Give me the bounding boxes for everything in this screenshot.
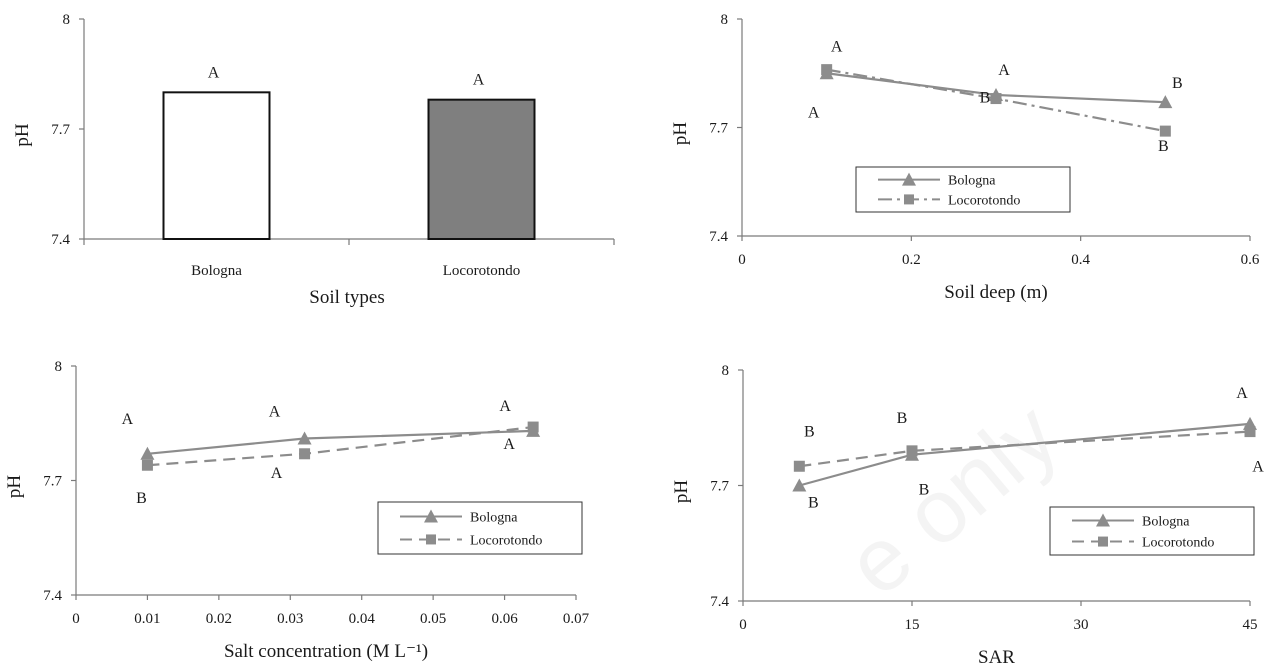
y-tick-label: 7.4: [43, 588, 62, 604]
legend: Bologna Locorotondo: [1049, 506, 1255, 556]
legend-label: Locorotondo: [948, 193, 1020, 208]
data-point-locorotondo: [299, 448, 311, 460]
legend-label: Bologna: [1142, 514, 1190, 529]
legend-label: Bologna: [470, 511, 518, 526]
bar-locorotondo: [427, 98, 536, 240]
significance-letter: B: [1158, 138, 1169, 155]
legend-label: Bologna: [948, 174, 996, 189]
x-tick-label: 0.03: [277, 611, 303, 627]
legend-marker-locorotondo: [1098, 536, 1108, 547]
legend: Bologna Locorotondo: [377, 501, 583, 555]
data-point-locorotondo: [821, 64, 833, 76]
legend-box: [855, 166, 1071, 213]
x-tick-label: 0.6: [1241, 252, 1260, 268]
legend-marker-bologna: [902, 172, 916, 186]
data-point-locorotondo: [527, 421, 539, 433]
x-tick-label: 0.05: [420, 611, 446, 627]
significance-letter: A: [122, 411, 134, 428]
x-axis-title: Salt concentration (M L⁻¹): [224, 641, 428, 662]
legend-marker-locorotondo: [426, 534, 436, 545]
y-tick-label: 7.7: [51, 122, 70, 138]
data-point-locorotondo: [793, 460, 805, 472]
y-tick-label: 7.4: [51, 232, 70, 248]
legend-label: Locorotondo: [470, 533, 542, 548]
data-point-bologna: [297, 431, 312, 445]
y-axis-title: pH: [671, 480, 692, 504]
significance-letter: B: [808, 495, 819, 512]
data-point-locorotondo: [1244, 426, 1256, 438]
y-axis-title: pH: [12, 123, 33, 147]
y-tick-label: 7.4: [709, 229, 728, 245]
y-tick-label: 7.7: [710, 479, 729, 495]
significance-letter: B: [897, 410, 908, 427]
x-axis-title: Soil deep (m): [944, 282, 1047, 303]
x-tick-label: 0: [738, 252, 746, 268]
significance-letter: B: [804, 423, 815, 440]
significance-letter: A: [271, 465, 283, 482]
chart-sar: 7.4 7.7 8 pH 0 15 30 45 SAR B B A B B A Bologna Locoroto…: [671, 363, 1264, 668]
legend-marker-locorotondo: [904, 194, 914, 205]
x-tick-label: 0: [72, 611, 80, 627]
x-tick-label: 30: [1074, 617, 1089, 633]
significance-letter: A: [269, 404, 281, 421]
significance-letter: B: [136, 490, 147, 507]
x-category-label: Bologna: [191, 263, 242, 279]
chart-soil-types: 7.4 7.7 8 pH A Bologna A Locorotondo Soil types: [12, 12, 615, 308]
significance-letter: A: [499, 398, 511, 415]
data-point-bologna: [792, 478, 807, 492]
chart-salt-concentration: 7.4 7.7 8 pH 0 0.01 0.02 0.03 0.04 0.05 0.06 0.07 Sa…: [4, 359, 590, 662]
legend-marker-bologna: [1096, 513, 1110, 527]
y-axis-title: pH: [670, 122, 691, 146]
legend: Bologna Locorotondo: [855, 166, 1071, 213]
y-axis-title: pH: [4, 475, 25, 499]
x-tick-label: 15: [905, 617, 920, 633]
x-tick-label: 0.04: [349, 611, 376, 627]
x-axis-title: SAR: [978, 647, 1015, 668]
data-point-locorotondo: [141, 459, 153, 471]
significance-letter: A: [208, 64, 220, 81]
legend-label: Locorotondo: [1142, 536, 1214, 551]
data-point-bologna: [1158, 95, 1173, 109]
legend-box: [377, 501, 583, 555]
significance-letter: B: [1172, 75, 1183, 92]
y-tick-label: 7.7: [43, 474, 62, 490]
y-tick-label: 8: [55, 359, 63, 375]
data-point-locorotondo: [990, 93, 1002, 105]
significance-letter: A: [503, 436, 515, 453]
series-line-locorotondo: [147, 425, 534, 467]
watermark: e only: [829, 384, 1077, 615]
y-tick-label: 7.4: [710, 594, 729, 610]
significance-letter: A: [473, 72, 485, 89]
significance-letter: B: [919, 482, 930, 499]
significance-letter: B: [980, 90, 991, 107]
data-point-bologna: [140, 446, 155, 460]
x-tick-label: 45: [1243, 617, 1258, 633]
x-tick-label: 0: [739, 617, 747, 633]
x-tick-label: 0.07: [563, 611, 590, 627]
x-tick-label: 0.02: [206, 611, 232, 627]
legend-box: [1049, 506, 1255, 556]
x-tick-label: 0.06: [491, 611, 518, 627]
x-tick-label: 0.01: [134, 611, 160, 627]
data-point-locorotondo: [906, 445, 918, 457]
y-tick-label: 7.7: [709, 121, 728, 137]
x-axis-title: Soil types: [309, 287, 384, 308]
x-category-label: Locorotondo: [443, 263, 520, 279]
significance-letter: A: [1236, 385, 1248, 402]
x-tick-label: 0.4: [1071, 252, 1090, 268]
y-tick-label: 8: [721, 12, 729, 28]
data-point-locorotondo: [1159, 125, 1171, 137]
significance-letter: A: [998, 62, 1010, 79]
legend-marker-bologna: [424, 509, 438, 523]
significance-letter: A: [808, 105, 820, 122]
x-tick-label: 0.2: [902, 252, 921, 268]
bar-bologna: [162, 91, 271, 241]
significance-letter: A: [831, 38, 843, 55]
y-tick-label: 8: [63, 12, 71, 28]
significance-letter: A: [1252, 459, 1264, 476]
y-tick-label: 8: [722, 363, 730, 379]
